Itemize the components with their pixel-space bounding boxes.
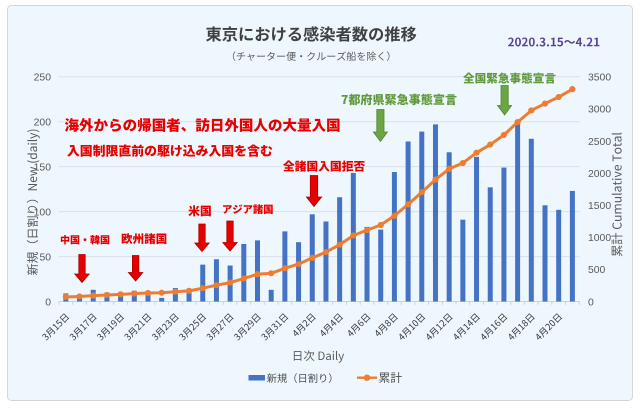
svg-text:1500: 1500 (588, 201, 611, 212)
svg-text:250: 250 (34, 73, 52, 84)
svg-text:1000: 1000 (588, 233, 611, 244)
svg-text:2000: 2000 (588, 169, 611, 180)
svg-text:0: 0 (588, 297, 594, 308)
svg-text:0: 0 (45, 297, 51, 308)
svg-text:150: 150 (34, 162, 52, 173)
svg-text:2500: 2500 (588, 137, 611, 148)
svg-text:3500: 3500 (588, 73, 611, 84)
svg-text:3000: 3000 (588, 105, 611, 116)
svg-text:100: 100 (34, 207, 52, 218)
svg-text:50: 50 (39, 252, 51, 263)
svg-text:200: 200 (34, 118, 52, 129)
svg-text:500: 500 (588, 265, 606, 276)
